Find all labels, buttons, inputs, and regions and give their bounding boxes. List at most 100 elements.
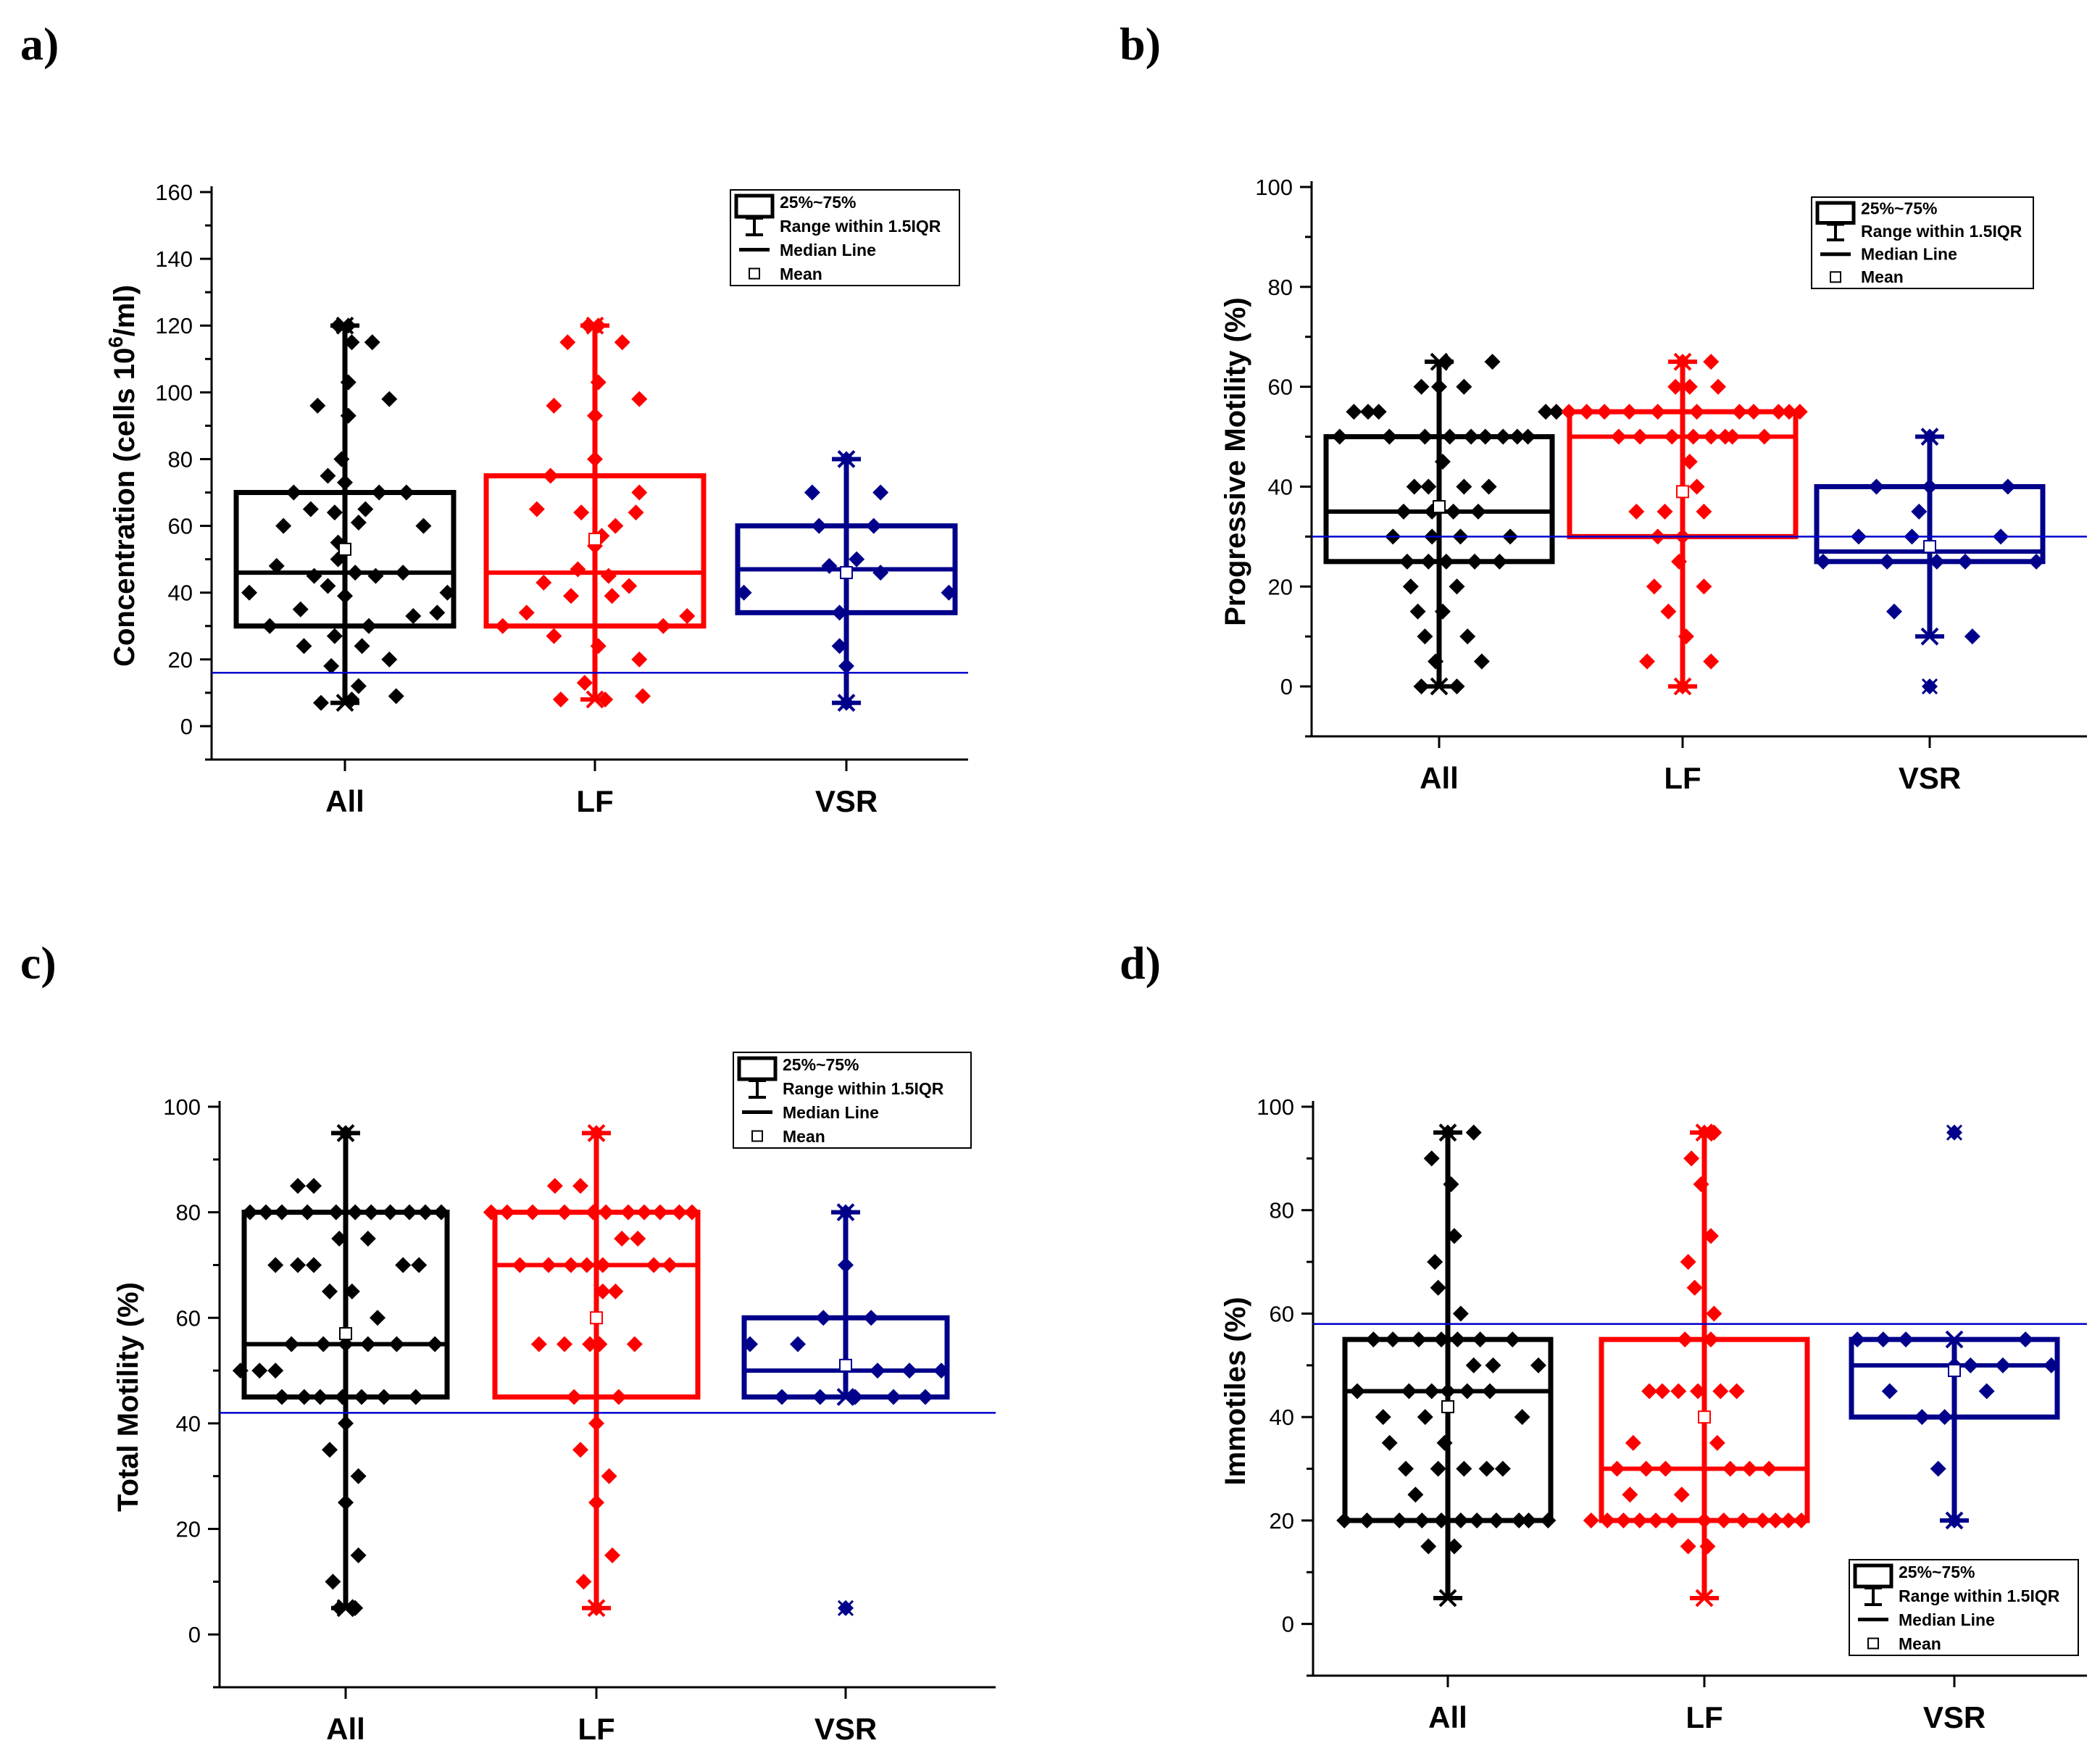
x-tick-label-lf: LF	[1664, 761, 1701, 795]
y-axis-label: Progressive Motility (%)	[1220, 297, 1251, 625]
data-point	[241, 584, 257, 601]
data-point	[607, 517, 624, 534]
data-point	[1520, 428, 1536, 445]
data-point	[585, 1204, 601, 1221]
data-point	[1423, 1150, 1440, 1167]
outlier-marker	[837, 1600, 854, 1616]
outlier-marker	[1921, 678, 1938, 695]
panel-label: b)	[1120, 18, 1161, 70]
data-point	[525, 1204, 541, 1221]
data-point	[499, 1204, 515, 1221]
data-point	[1491, 553, 1508, 570]
data-point	[1430, 1279, 1446, 1296]
extreme-marker	[836, 1388, 855, 1406]
data-point	[1561, 404, 1578, 420]
legend: 25%~75% Range within 1.5IQR Median Line Mea…	[1811, 196, 2034, 289]
data-point	[1423, 1383, 1440, 1400]
data-point	[1433, 1512, 1450, 1529]
data-point	[1657, 503, 1673, 520]
data-point	[313, 694, 329, 711]
data-point	[1756, 428, 1772, 445]
extreme-marker	[1695, 1589, 1714, 1608]
data-point	[1928, 553, 1945, 570]
data-point	[1463, 428, 1480, 445]
data-point	[267, 1363, 284, 1379]
data-point	[1433, 1331, 1450, 1348]
data-point	[1703, 428, 1720, 445]
data-point	[381, 651, 398, 668]
data-point	[401, 1204, 417, 1221]
data-point	[343, 1283, 360, 1300]
legend: 25%~75% Range within 1.5IQR Median Line Mea…	[733, 1052, 972, 1149]
data-point	[1459, 628, 1476, 645]
data-point	[315, 1336, 332, 1352]
data-point	[1609, 1460, 1625, 1477]
data-point	[1693, 1176, 1709, 1193]
data-point	[1434, 454, 1451, 470]
data-point	[1331, 428, 1348, 445]
data-point	[1881, 1383, 1898, 1400]
data-point	[542, 467, 559, 484]
data-point	[541, 1257, 557, 1273]
data-point	[1399, 553, 1415, 570]
data-point	[375, 1389, 392, 1405]
x-tick-label-all: All	[1428, 1700, 1467, 1734]
data-point	[388, 688, 404, 704]
data-point	[1696, 503, 1712, 520]
data-point	[684, 1204, 700, 1221]
data-point	[1615, 1512, 1632, 1529]
data-point	[1678, 628, 1694, 645]
data-point	[1427, 1254, 1443, 1271]
data-point	[427, 1336, 443, 1352]
x-tick-label-all: All	[326, 1712, 365, 1746]
extreme-marker	[1920, 627, 1939, 646]
data-point	[1696, 1512, 1712, 1529]
data-point	[1702, 1331, 1719, 1348]
series-all	[1323, 352, 1564, 696]
y-tick-label: 80	[168, 446, 193, 472]
data-point	[1410, 1331, 1427, 1348]
data-point	[494, 617, 511, 634]
data-point	[331, 1231, 348, 1247]
mean-marker	[1923, 540, 1936, 554]
data-point	[1446, 1228, 1462, 1244]
data-point	[1583, 1512, 1599, 1529]
data-point	[1957, 553, 1974, 570]
data-point	[578, 1257, 595, 1273]
mean-marker	[1698, 1410, 1711, 1424]
extreme-marker	[1430, 352, 1449, 371]
data-point	[405, 607, 422, 624]
data-point	[1914, 1409, 1930, 1426]
legend-median-label: Median Line	[783, 1103, 879, 1122]
data-point	[1936, 1409, 1953, 1426]
data-point	[320, 467, 336, 484]
data-point	[1446, 1538, 1462, 1555]
data-point	[1470, 503, 1486, 520]
data-point	[262, 617, 278, 634]
data-point	[518, 604, 535, 621]
data-point	[1670, 1383, 1687, 1400]
data-point	[1780, 1512, 1797, 1529]
data-point	[258, 1204, 274, 1221]
data-point	[1417, 1409, 1433, 1426]
data-point	[1699, 1538, 1716, 1555]
mean-marker	[1433, 500, 1446, 514]
data-point	[381, 391, 398, 407]
data-point	[552, 691, 569, 708]
y-axis-label: Total Motility (%)	[112, 1282, 144, 1512]
legend-mean-label: Mean	[780, 265, 822, 283]
data-point	[1690, 1383, 1707, 1400]
data-point	[320, 578, 336, 594]
data-point	[302, 501, 319, 517]
data-point	[1445, 503, 1462, 520]
data-point	[631, 651, 648, 668]
data-point	[610, 1389, 627, 1405]
data-point	[1438, 553, 1454, 570]
data-point	[1375, 1409, 1391, 1426]
series-vsr	[1814, 428, 2046, 695]
series-lf	[1583, 1123, 1810, 1608]
data-point	[652, 1204, 668, 1221]
data-point	[1621, 404, 1638, 420]
y-tick-label: 0	[188, 1622, 201, 1647]
extreme-marker	[586, 316, 604, 335]
